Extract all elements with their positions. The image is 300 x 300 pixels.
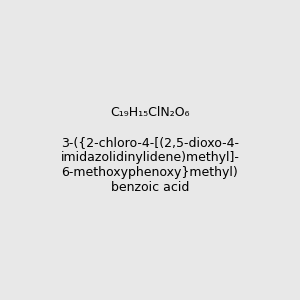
Text: C₁₉H₁₅ClN₂O₆

3-({2-chloro-4-[(2,5-dioxo-4-
imidazolidinylidene)methyl]-
6-metho: C₁₉H₁₅ClN₂O₆ 3-({2-chloro-4-[(2,5-dioxo-… [61, 106, 239, 194]
